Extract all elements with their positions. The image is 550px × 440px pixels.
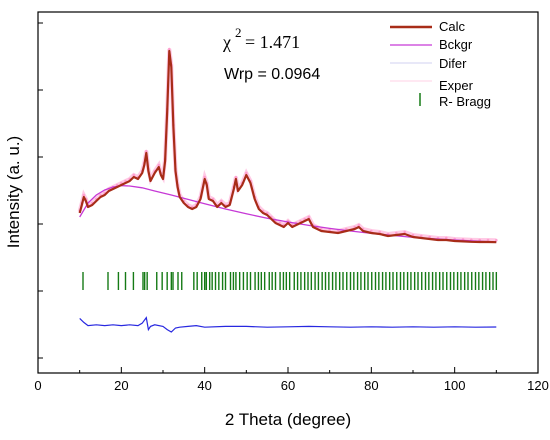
bragg-reflections [82, 272, 498, 290]
exper-point [370, 229, 373, 233]
x-tick-label: 120 [527, 378, 549, 393]
exper-point [495, 238, 498, 242]
series-bckgr-line [79, 184, 497, 243]
x-tick-label: 0 [34, 378, 41, 393]
exper-point [486, 238, 490, 242]
chi-square-symbol: χ [222, 32, 231, 52]
exper-point [420, 234, 423, 238]
legend: Calc Bckgr Difer Exper R- Bragg [390, 19, 491, 109]
x-tick-label: 20 [114, 378, 128, 393]
legend-label-calc: Calc [439, 19, 466, 34]
exper-point [245, 171, 248, 175]
exper-point [203, 175, 206, 179]
x-tick-label: 60 [281, 378, 295, 393]
x-tick-label: 40 [197, 378, 211, 393]
exper-point [378, 230, 382, 234]
exper-point [428, 235, 432, 239]
exper-point [336, 229, 340, 233]
exper-point [145, 149, 148, 153]
wrp-value: Wrp = 0.0964 [224, 66, 320, 83]
y-axis-title: Intensity (a. u.) [4, 136, 23, 248]
exper-point [445, 236, 448, 240]
chi-square-exponent: 2 [235, 25, 242, 40]
legend-label-bckgr: Bckgr [439, 37, 473, 52]
chi-square-value: = 1.471 [245, 32, 300, 52]
legend-label-difer: Difer [439, 56, 467, 71]
exper-point [328, 228, 332, 232]
x-axis: 0 20 40 60 80 100 120 [34, 367, 549, 393]
exper-point [234, 175, 238, 179]
series-layer [77, 47, 498, 333]
exper-point [395, 231, 398, 235]
exper-point [220, 199, 223, 203]
exper-point [132, 173, 136, 177]
y-axis [38, 22, 43, 359]
legend-label-bragg: R- Bragg [439, 94, 491, 109]
exper-point [357, 223, 361, 227]
exper-point [157, 163, 161, 167]
exper-point [168, 47, 171, 51]
exper-point [345, 227, 348, 231]
exper-point [403, 230, 407, 234]
x-tick-label: 100 [444, 378, 466, 393]
series-calc-line [78, 49, 497, 244]
x-tick-label: 80 [364, 378, 378, 393]
exper-point [307, 215, 311, 219]
series-difer-line [79, 316, 497, 333]
exper-point [82, 193, 86, 197]
legend-label-exper: Exper [439, 78, 474, 93]
x-axis-title: 2 Theta (degree) [225, 410, 351, 429]
